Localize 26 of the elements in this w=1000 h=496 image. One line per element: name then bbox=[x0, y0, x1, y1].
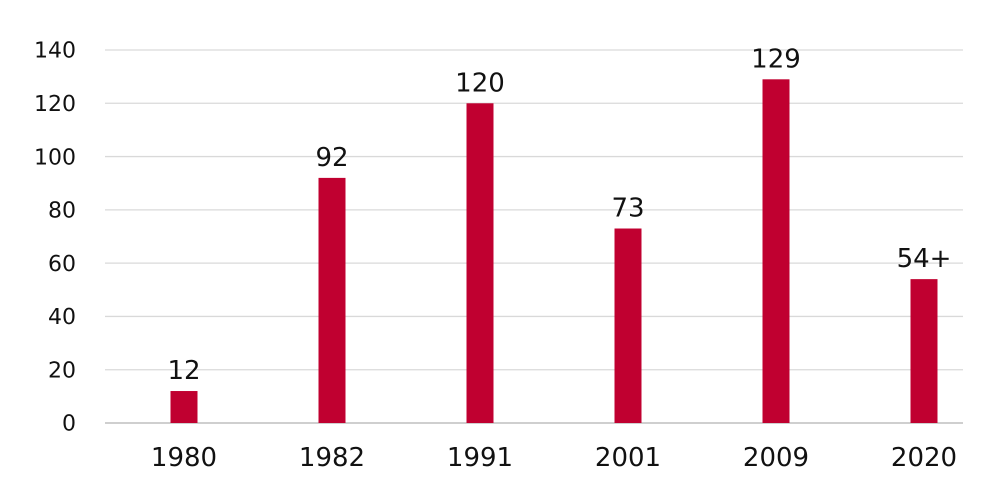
data-label: 129 bbox=[751, 44, 801, 74]
x-tick-label: 1991 bbox=[446, 443, 514, 473]
y-tick-label: 80 bbox=[48, 198, 76, 224]
bar bbox=[762, 79, 790, 423]
x-tick-label: 1980 bbox=[150, 443, 218, 473]
bar bbox=[466, 103, 494, 423]
y-tick-label: 20 bbox=[48, 358, 76, 384]
y-tick-label: 100 bbox=[34, 145, 76, 170]
y-tick-label: 120 bbox=[34, 92, 76, 117]
data-label: 12 bbox=[167, 356, 201, 386]
x-tick-label: 2009 bbox=[742, 443, 810, 473]
x-tick-label: 2020 bbox=[890, 443, 958, 473]
y-tick-label: 140 bbox=[34, 38, 76, 64]
data-label: 54+ bbox=[896, 244, 952, 274]
data-label: 120 bbox=[455, 68, 505, 98]
data-label: 73 bbox=[611, 194, 645, 224]
y-tick-label: 60 bbox=[48, 252, 76, 277]
bar bbox=[318, 178, 346, 423]
x-tick-label: 1982 bbox=[298, 443, 366, 473]
bar bbox=[170, 391, 198, 423]
x-tick-label: 2001 bbox=[594, 443, 662, 473]
y-tick-label: 0 bbox=[62, 412, 76, 437]
bar bbox=[614, 228, 642, 423]
bar bbox=[910, 279, 938, 423]
y-tick-label: 40 bbox=[48, 305, 76, 330]
data-label: 92 bbox=[315, 142, 349, 173]
